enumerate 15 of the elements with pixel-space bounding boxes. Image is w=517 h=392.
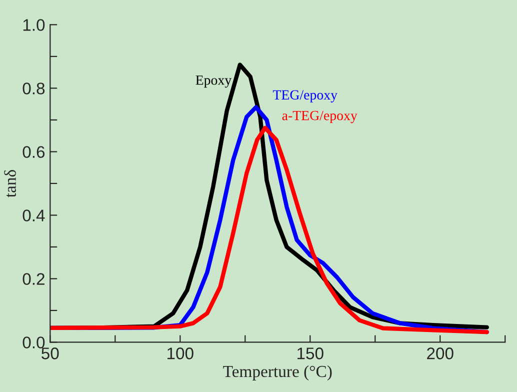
y-tick-label: 0.0	[22, 336, 45, 348]
x-tick-label: 200	[427, 348, 454, 360]
series-label: Epoxy	[196, 76, 232, 88]
series-label: a-TEG/epoxy	[282, 110, 358, 124]
x-tick-label: 150	[297, 348, 324, 360]
y-tick-label: 0.8	[22, 82, 45, 94]
x-tick-label: 100	[168, 348, 194, 360]
series-label: TEG/epoxy	[272, 90, 338, 102]
y-axis-title: tanδ	[4, 170, 16, 198]
y-tick-label: 1.0	[23, 19, 45, 31]
x-axis-title: Temperture (°C)	[223, 365, 332, 381]
y-tick-label: 0.2	[22, 273, 44, 285]
y-tick-label: 0.6	[22, 146, 45, 158]
y-tick-label: 0.4	[22, 210, 45, 222]
x-tick-label: 50	[42, 348, 59, 360]
